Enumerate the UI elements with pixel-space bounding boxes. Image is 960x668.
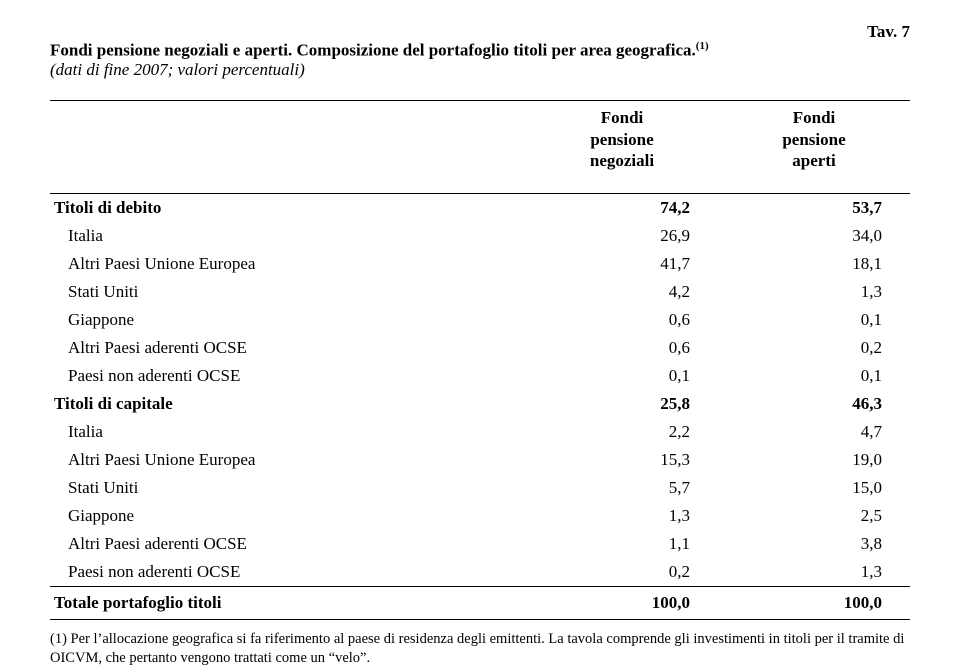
table-row: Altri Paesi aderenti OCSE0,60,2	[50, 334, 910, 362]
row-value-negoziali: 2,2	[526, 418, 718, 446]
row-value-negoziali: 1,3	[526, 502, 718, 530]
row-value-negoziali: 0,2	[526, 558, 718, 587]
col2-line1: Fondi	[793, 108, 836, 127]
table-row: Giappone0,60,1	[50, 306, 910, 334]
table-row: Italia2,24,7	[50, 418, 910, 446]
row-label: Italia	[50, 222, 526, 250]
table-row: Titoli di capitale25,846,3	[50, 390, 910, 418]
title-superscript: (1)	[696, 40, 709, 52]
page-title: Fondi pensione negoziali e aperti. Compo…	[50, 40, 696, 59]
row-label: Italia	[50, 418, 526, 446]
row-value-negoziali: 0,6	[526, 334, 718, 362]
col1-line2: pensione	[590, 130, 653, 149]
row-label: Titoli di debito	[50, 194, 526, 223]
row-value-aperti: 46,3	[718, 390, 910, 418]
row-value-negoziali: 41,7	[526, 250, 718, 278]
row-value-aperti: 2,5	[718, 502, 910, 530]
total-label: Totale portafoglio titoli	[50, 587, 526, 620]
row-value-aperti: 19,0	[718, 446, 910, 474]
col-header-blank	[50, 101, 526, 194]
table-row: Altri Paesi Unione Europea41,718,1	[50, 250, 910, 278]
row-label: Stati Uniti	[50, 474, 526, 502]
total-value-aperti: 100,0	[718, 587, 910, 620]
row-value-negoziali: 0,1	[526, 362, 718, 390]
row-label: Paesi non aderenti OCSE	[50, 362, 526, 390]
row-value-aperti: 18,1	[718, 250, 910, 278]
row-label: Altri Paesi aderenti OCSE	[50, 530, 526, 558]
col-header-negoziali: Fondi pensione negoziali	[526, 101, 718, 194]
col2-line3: aperti	[792, 151, 835, 170]
row-value-aperti: 0,1	[718, 306, 910, 334]
row-label: Altri Paesi Unione Europea	[50, 250, 526, 278]
row-label: Stati Uniti	[50, 278, 526, 306]
table-row: Stati Uniti5,715,0	[50, 474, 910, 502]
row-value-aperti: 53,7	[718, 194, 910, 223]
row-value-negoziali: 5,7	[526, 474, 718, 502]
table-total-row: Totale portafoglio titoli100,0100,0	[50, 587, 910, 620]
row-label: Altri Paesi Unione Europea	[50, 446, 526, 474]
row-value-negoziali: 74,2	[526, 194, 718, 223]
row-label: Giappone	[50, 306, 526, 334]
row-value-aperti: 0,1	[718, 362, 910, 390]
page-header: Tav. 7 Fondi pensione negoziali e aperti…	[50, 40, 910, 80]
data-table: Fondi pensione negoziali Fondi pensione …	[50, 100, 910, 620]
table-number: Tav. 7	[867, 22, 910, 42]
col-header-aperti: Fondi pensione aperti	[718, 101, 910, 194]
row-value-negoziali: 0,6	[526, 306, 718, 334]
row-value-negoziali: 25,8	[526, 390, 718, 418]
footnote: (1) Per l’allocazione geografica si fa r…	[50, 630, 910, 668]
row-value-aperti: 0,2	[718, 334, 910, 362]
row-value-aperti: 3,8	[718, 530, 910, 558]
row-value-aperti: 1,3	[718, 278, 910, 306]
row-label: Titoli di capitale	[50, 390, 526, 418]
table-row: Paesi non aderenti OCSE0,10,1	[50, 362, 910, 390]
total-value-negoziali: 100,0	[526, 587, 718, 620]
row-value-negoziali: 4,2	[526, 278, 718, 306]
col1-line3: negoziali	[590, 151, 654, 170]
table-row: Italia26,934,0	[50, 222, 910, 250]
row-value-aperti: 34,0	[718, 222, 910, 250]
table-row: Titoli di debito74,253,7	[50, 194, 910, 223]
row-label: Altri Paesi aderenti OCSE	[50, 334, 526, 362]
row-value-aperti: 1,3	[718, 558, 910, 587]
table-row: Altri Paesi aderenti OCSE1,13,8	[50, 530, 910, 558]
table-row: Paesi non aderenti OCSE0,21,3	[50, 558, 910, 587]
page-subtitle: (dati di fine 2007; valori percentuali)	[50, 60, 910, 80]
row-label: Paesi non aderenti OCSE	[50, 558, 526, 587]
table-header-row: Fondi pensione negoziali Fondi pensione …	[50, 101, 910, 194]
table-row: Giappone1,32,5	[50, 502, 910, 530]
row-value-aperti: 15,0	[718, 474, 910, 502]
table-row: Altri Paesi Unione Europea15,319,0	[50, 446, 910, 474]
col2-line2: pensione	[782, 130, 845, 149]
table-row: Stati Uniti4,21,3	[50, 278, 910, 306]
row-value-aperti: 4,7	[718, 418, 910, 446]
row-label: Giappone	[50, 502, 526, 530]
row-value-negoziali: 15,3	[526, 446, 718, 474]
col1-line1: Fondi	[601, 108, 644, 127]
row-value-negoziali: 1,1	[526, 530, 718, 558]
row-value-negoziali: 26,9	[526, 222, 718, 250]
